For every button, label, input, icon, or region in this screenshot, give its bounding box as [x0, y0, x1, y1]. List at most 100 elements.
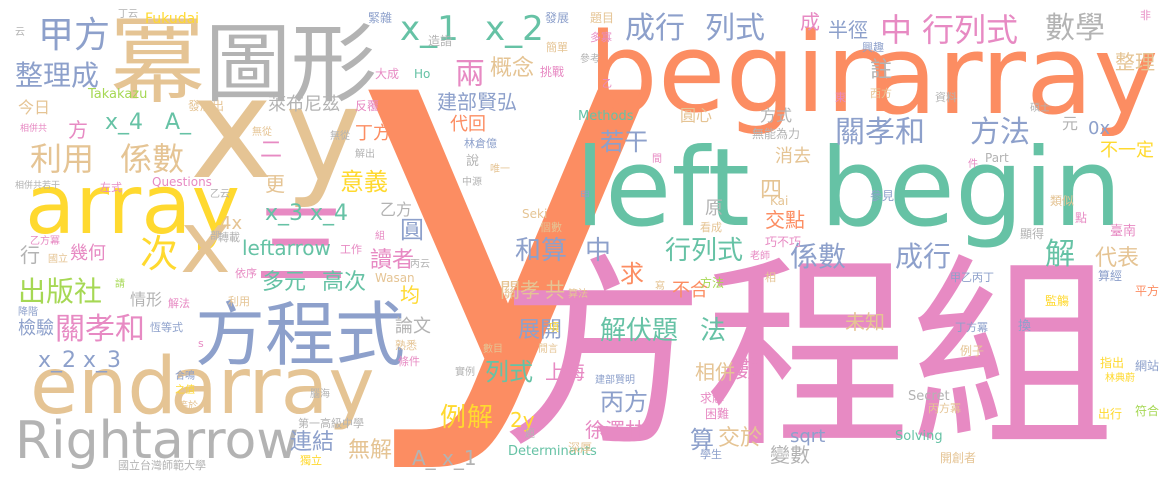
word-array-orange: array	[870, 11, 1159, 139]
word-jiaoyu: 交於	[718, 426, 763, 451]
word-secret: Secret	[908, 389, 950, 404]
word-zhuanzai: 轉載	[218, 231, 240, 244]
word-ntnu: 國立台灣師範大學	[118, 459, 206, 472]
word-guanxiao: 關孝	[500, 278, 540, 302]
word-liyong: 利用	[30, 140, 95, 178]
word-li: 例	[440, 403, 467, 433]
word-duzhe: 讀者	[370, 248, 415, 273]
word-bianshu: 變數	[770, 443, 810, 467]
word-fukudai: Fukudai	[145, 11, 200, 27]
word-yuanxin: 圓心	[680, 106, 713, 125]
word-part: Part	[985, 151, 1009, 165]
word-yi: 乙	[602, 79, 612, 90]
word-a-x1: A_ x_1	[412, 446, 477, 470]
word-x1: x_1	[400, 9, 459, 49]
word-determinants: Determinants	[508, 444, 597, 459]
word-shuo: 說	[466, 154, 480, 169]
word-geng: 更	[265, 172, 285, 196]
word-kai: Kai	[770, 194, 789, 208]
word-chenghang: 成行	[625, 11, 685, 46]
word-hanglieshi-teal: 行列式	[665, 236, 744, 266]
word-x-large: x	[190, 48, 273, 211]
word-hesuan: 和算	[515, 236, 568, 266]
word-dacheng: 大成	[375, 67, 400, 81]
word-qiu: 求	[620, 260, 644, 288]
word-yun: 云	[15, 27, 25, 38]
word-yiyi: 意義	[340, 168, 388, 196]
word-x3x4: x_3 x_4	[265, 201, 349, 226]
word-chenghang-blue: 成行	[895, 240, 952, 273]
word-huan: 換	[1018, 319, 1032, 334]
word-a-underscore: A_	[165, 110, 192, 135]
word-duoyuan: 多元	[262, 270, 307, 295]
word-pingfang: 平方	[1135, 284, 1160, 298]
word-fei: 非	[1140, 9, 1151, 22]
word-jian-gap: 間	[652, 154, 662, 165]
word-fangfa-green: 方法	[700, 276, 725, 290]
word-tiaozhan: 挑戰	[540, 65, 565, 79]
word-fangshi: 方式	[760, 106, 793, 125]
word-y-large: y	[352, 0, 664, 481]
word-jie-yellow: 解	[467, 403, 494, 433]
word-kancheng: 看成	[700, 221, 722, 234]
word-xiangbinggong: 相併共	[20, 124, 48, 134]
word-bu: 部	[210, 231, 220, 242]
word-heming: 合鳴	[175, 371, 195, 382]
word-jia: 甲	[580, 191, 590, 202]
word-wucong-gray: 無從	[330, 131, 350, 142]
word-xuzelin: 徐澤林	[585, 418, 645, 442]
word-shuoshi: 碩士	[1030, 103, 1050, 114]
word-x4: x_4	[105, 110, 144, 135]
word-0x: 0x	[1088, 118, 1111, 139]
word-zhizhi: 之值	[175, 385, 195, 396]
word-zhenglicheng: 整理成	[15, 59, 100, 92]
word-duli: 獨立	[300, 454, 322, 467]
word-tuxing: 圖形	[205, 15, 377, 115]
word-weiyi: 唯一	[490, 164, 510, 175]
word-fangchengzu: 方程組	[500, 238, 1115, 476]
word-s: s	[198, 337, 204, 350]
word-lieshi-teal: 列式	[485, 358, 533, 386]
word-bingyun: 丙云	[410, 259, 430, 270]
word-ci: 次	[140, 232, 179, 276]
word-gainian: 概念	[490, 56, 535, 81]
word-xiande: 顯得	[1020, 227, 1045, 241]
word-qingxing: 情形	[130, 290, 163, 309]
word-zaoyi: 造詣	[428, 34, 453, 48]
word-mi: 冪	[110, 7, 206, 117]
word-hengdengshi: 恆等式	[150, 321, 183, 334]
word-xiang: 相	[765, 271, 776, 284]
word-gaoci: 高次	[322, 270, 367, 295]
word-weizhi: 未知	[845, 310, 885, 334]
word-shuxi: 熟悉	[395, 339, 417, 352]
word-questions: Questions	[152, 175, 212, 189]
word-duogua: 多寡	[590, 31, 612, 44]
word-jie-teal: 解	[1045, 237, 1075, 272]
word-jianbuxianhong: 建部賢弘	[437, 90, 517, 114]
word-jiaodian: 交點	[765, 208, 805, 232]
word-wucong: 無從	[252, 127, 272, 138]
word-xiangbinggongruogan: 相併共若干	[15, 181, 61, 191]
word-qiaobuqiao: 巧不巧	[765, 235, 802, 249]
word-wujie: 無解	[348, 438, 393, 463]
word-suanjing: 算經	[1098, 269, 1123, 283]
word-guoli: 國立	[48, 254, 68, 265]
word-shanghai: 上海	[545, 360, 585, 384]
word-xifang: 西方	[870, 87, 892, 100]
word-x-medium: x	[180, 193, 231, 293]
word-hanglieshi-pink: 行列式	[922, 11, 1019, 49]
word-jiandan: 簡單	[546, 41, 568, 54]
word-timu: 題目	[590, 11, 615, 25]
word-bingfangmi: 丙方冪	[928, 402, 961, 415]
word-sqrt: sqrt	[790, 426, 826, 447]
word-yuan: 圓	[400, 216, 424, 244]
word-suanfa: 算法	[568, 289, 588, 300]
word-jun: 均	[400, 283, 420, 307]
word-dingfang: 丁方	[355, 123, 391, 144]
word-suan: 算	[690, 426, 714, 454]
word-lieshi: 列式	[705, 11, 765, 46]
word-jianbuxianming: 建部賢明	[595, 375, 635, 386]
word-lianjie: 連結	[290, 430, 335, 455]
word-jiangjie: 降階	[18, 307, 38, 318]
word-san: 三	[255, 192, 348, 299]
